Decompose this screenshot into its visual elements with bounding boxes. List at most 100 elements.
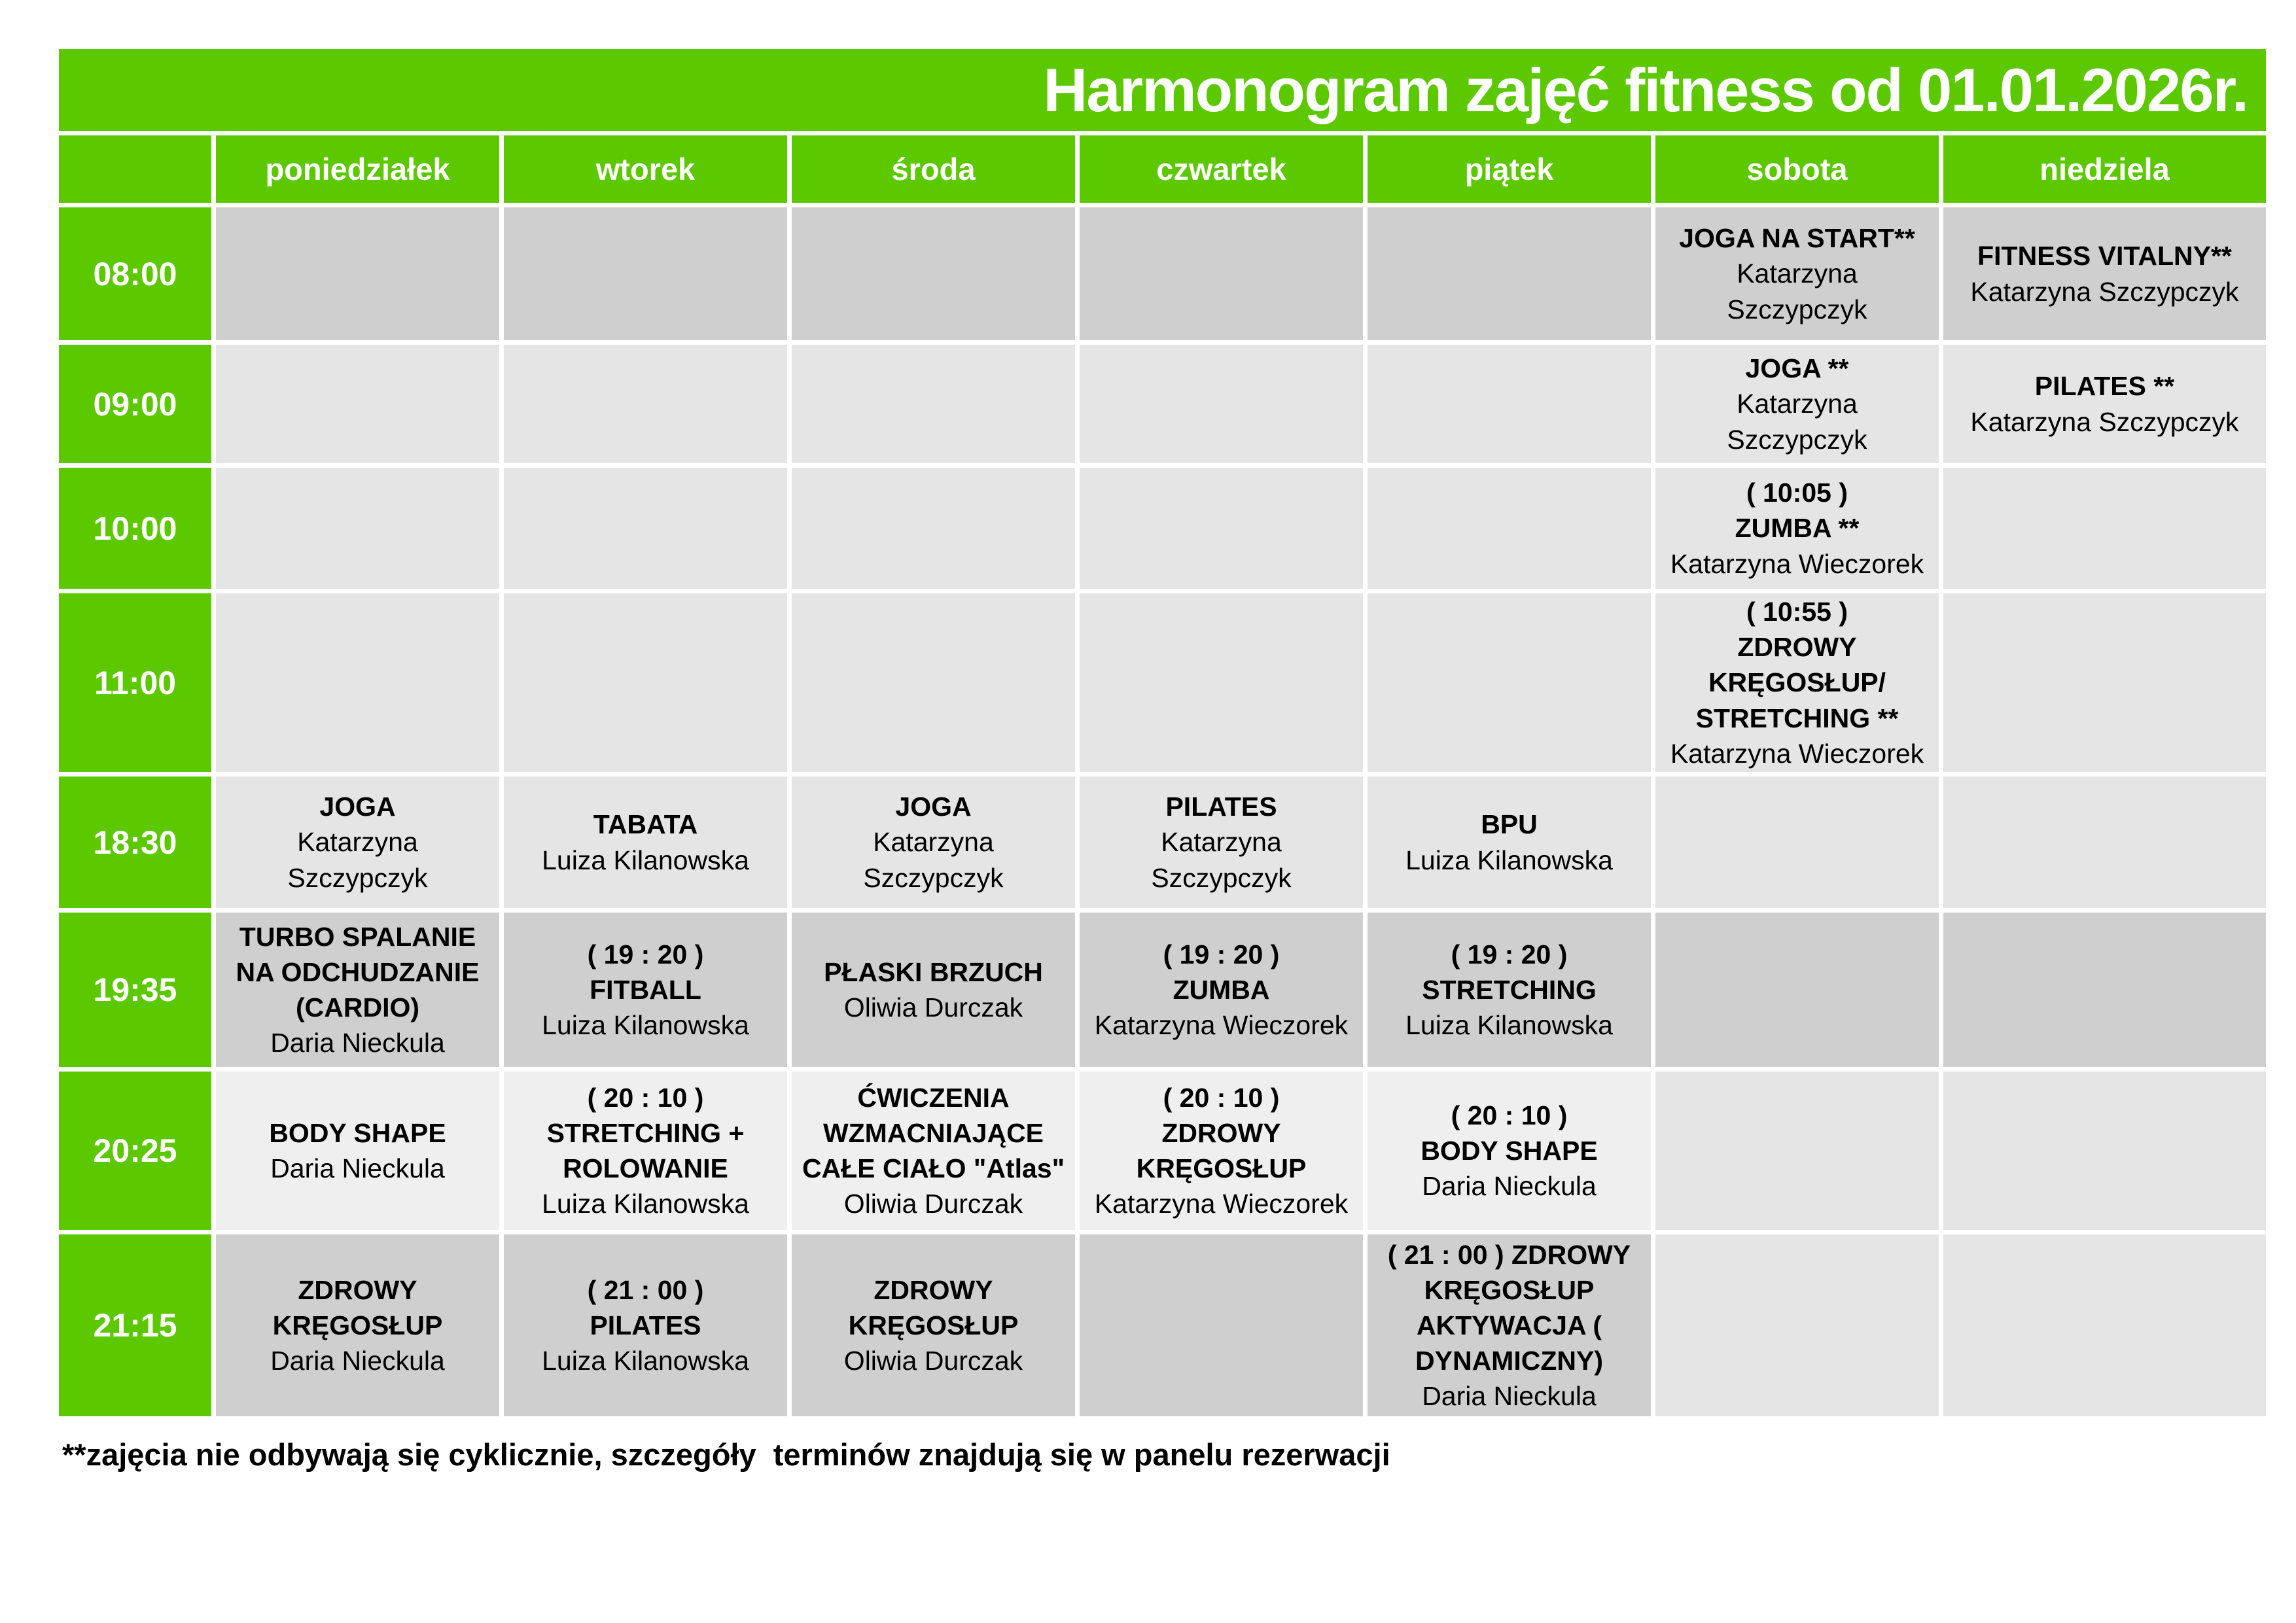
day-header-2: wtorek: [504, 135, 787, 203]
day-header-1: poniedziałek: [216, 135, 499, 203]
instructor-name: Luiza Kilanowska: [542, 1189, 749, 1219]
class-title: ( 19 : 20 ) STRETCHING: [1422, 939, 1597, 1005]
schedule-cell: [1368, 345, 1651, 463]
class-title: ZDROWY KRĘGOSŁUP: [272, 1274, 443, 1340]
schedule-title-bar: Harmonogram zajęć fitness od 01.01.2026r…: [59, 49, 2266, 131]
class-title: BPU: [1481, 809, 1538, 840]
schedule-cell: BPU Luiza Kilanowska: [1368, 777, 1651, 908]
time-label-text: 08:00: [93, 255, 177, 292]
schedule-cell: TURBO SPALANIE NA ODCHUDZANIE (CARDIO) Da…: [216, 913, 499, 1067]
schedule-cell: [216, 207, 499, 340]
class-title: ( 19 : 20 ) ZUMBA: [1163, 939, 1280, 1005]
time-label: 18:30: [59, 777, 211, 908]
instructor-name: Luiza Kilanowska: [1405, 1010, 1613, 1041]
instructor-name: Katarzyna Wieczorek: [1094, 1189, 1349, 1219]
instructor-name: Oliwia Durczak: [843, 992, 1023, 1022]
schedule-cell: [1368, 468, 1651, 589]
class-title: TABATA: [593, 809, 698, 840]
instructor-name: Luiza Kilanowska: [1405, 845, 1613, 875]
class-title: ( 20 : 10 ) STRETCHING + ROLOWANIE: [546, 1082, 745, 1183]
instructor-name: Luiza Kilanowska: [542, 1010, 749, 1041]
instructor-name: Katarzyna Wieczorek: [1670, 738, 1924, 769]
class-title: ( 10:55 ) ZDROWY KRĘGOSŁUP/ STRETCHING *…: [1695, 597, 1899, 733]
class-title: ĆWICZENIA WZMACNIAJĄCE CAŁE CIAŁO "Atlas…: [802, 1082, 1065, 1183]
schedule-cell: [1943, 913, 2266, 1067]
instructor-name: Katarzyna Szczypczyk: [1970, 406, 2239, 437]
schedule-cell: [216, 345, 499, 463]
class-title: PILATES: [1165, 792, 1277, 822]
class-title: PILATES **: [2034, 371, 2175, 402]
schedule-cell: [216, 593, 499, 772]
time-label-text: 11:00: [94, 664, 177, 701]
day-header-label: piątek: [1464, 152, 1554, 186]
class-title: ( 21 : 00 ) ZDROWY KRĘGOSŁUP AKTYWACJA (…: [1387, 1239, 1631, 1376]
schedule-cell: [1943, 777, 2266, 908]
class-title: JOGA **: [1745, 353, 1849, 384]
time-label: 19:35: [59, 913, 211, 1067]
schedule-cell: [1080, 1234, 1363, 1416]
schedule-cell: PILATES ** Katarzyna Szczypczyk: [1943, 345, 2266, 463]
schedule-cell: [1080, 468, 1363, 589]
schedule-cell: [504, 345, 787, 463]
day-header-5: piątek: [1368, 135, 1651, 203]
class-title: BODY SHAPE: [269, 1117, 446, 1148]
class-title: ( 10:05 ) ZUMBA **: [1735, 478, 1860, 544]
schedule-cell: ( 19 : 20 ) FITBALL Luiza Kilanowska: [504, 913, 787, 1067]
day-header-3: środa: [792, 135, 1075, 203]
time-label: 09:00: [59, 345, 211, 463]
time-label: 08:00: [59, 207, 211, 340]
schedule-cell: ( 20 : 10 ) STRETCHING + ROLOWANIE Luiza …: [504, 1072, 787, 1230]
instructor-name: Katarzyna Szczypczyk: [287, 827, 428, 893]
footnote: **zajęcia nie odbywają się cyklicznie, s…: [62, 1437, 1390, 1472]
instructor-name: Daria Nieckula: [270, 1346, 445, 1376]
class-title: TURBO SPALANIE NA ODCHUDZANIE (CARDIO): [236, 921, 480, 1022]
schedule-cell: [1080, 593, 1363, 772]
day-header-label: środa: [891, 152, 976, 186]
schedule-cell: ( 10:05 ) ZUMBA ** Katarzyna Wieczorek: [1655, 468, 1939, 589]
class-title: FITNESS VITALNY**: [1977, 241, 2232, 271]
schedule-cell: ( 20 : 10 ) ZDROWY KRĘGOSŁUP Katarzyna Wi…: [1080, 1072, 1363, 1230]
schedule-cell: ( 19 : 20 ) STRETCHING Luiza Kilanowska: [1368, 913, 1651, 1067]
schedule-cell: JOGA NA START** Katarzyna Szczypczyk: [1655, 207, 1939, 340]
schedule-cell: ĆWICZENIA WZMACNIAJĄCE CAŁE CIAŁO "Atlas…: [792, 1072, 1075, 1230]
time-label-text: 10:00: [93, 510, 177, 547]
schedule-cell: PILATES Katarzyna Szczypczyk: [1080, 777, 1363, 908]
time-label: 10:00: [59, 468, 211, 589]
instructor-name: Daria Nieckula: [1422, 1381, 1597, 1412]
schedule-cell: ( 20 : 10 ) BODY SHAPE Daria Nieckula: [1368, 1072, 1651, 1230]
instructor-name: Daria Nieckula: [270, 1153, 445, 1183]
schedule-cell: [1368, 593, 1651, 772]
instructor-name: Luiza Kilanowska: [542, 845, 749, 875]
class-title: ( 21 : 00 ) PILATES: [587, 1274, 704, 1340]
schedule-cell: JOGA Katarzyna Szczypczyk: [792, 777, 1075, 908]
class-title: ( 19 : 20 ) FITBALL: [587, 939, 704, 1005]
time-column-header: [59, 135, 211, 203]
day-header-label: poniedziałek: [265, 152, 450, 186]
schedule-cell: FITNESS VITALNY** Katarzyna Szczypczyk: [1943, 207, 2266, 340]
schedule-cell: [1943, 468, 2266, 589]
instructor-name: Katarzyna Szczypczyk: [1970, 276, 2239, 307]
schedule-cell: ( 21 : 00 ) ZDROWY KRĘGOSŁUP AKTYWACJA (…: [1368, 1234, 1651, 1416]
instructor-name: Katarzyna Wieczorek: [1670, 548, 1924, 579]
schedule-cell: ( 19 : 20 ) ZUMBA Katarzyna Wieczorek: [1080, 913, 1363, 1067]
schedule-cell: [1368, 207, 1651, 340]
day-header-7: niedziela: [1943, 135, 2266, 203]
schedule-cell: PŁASKI BRZUCH Oliwia Durczak: [792, 913, 1075, 1067]
schedule-cell: BODY SHAPE Daria Nieckula: [216, 1072, 499, 1230]
day-header-4: czwartek: [1080, 135, 1363, 203]
day-header-6: sobota: [1655, 135, 1939, 203]
time-label: 20:25: [59, 1072, 211, 1230]
class-title: ( 20 : 10 ) ZDROWY KRĘGOSŁUP: [1136, 1082, 1307, 1183]
class-title: JOGA: [895, 792, 972, 822]
class-title: PŁASKI BRZUCH: [824, 956, 1043, 987]
schedule-cell: ZDROWY KRĘGOSŁUP Oliwia Durczak: [792, 1234, 1075, 1416]
schedule-cell: JOGA Katarzyna Szczypczyk: [216, 777, 499, 908]
schedule-cell: [792, 468, 1075, 589]
instructor-name: Katarzyna Wieczorek: [1094, 1010, 1349, 1041]
schedule-cell: [792, 345, 1075, 463]
schedule-cell: [1943, 593, 2266, 772]
instructor-name: Katarzyna Szczypczyk: [1151, 827, 1292, 893]
instructor-name: Oliwia Durczak: [843, 1346, 1023, 1376]
time-label-text: 19:35: [93, 971, 177, 1008]
schedule-cell: ZDROWY KRĘGOSŁUP Daria Nieckula: [216, 1234, 499, 1416]
